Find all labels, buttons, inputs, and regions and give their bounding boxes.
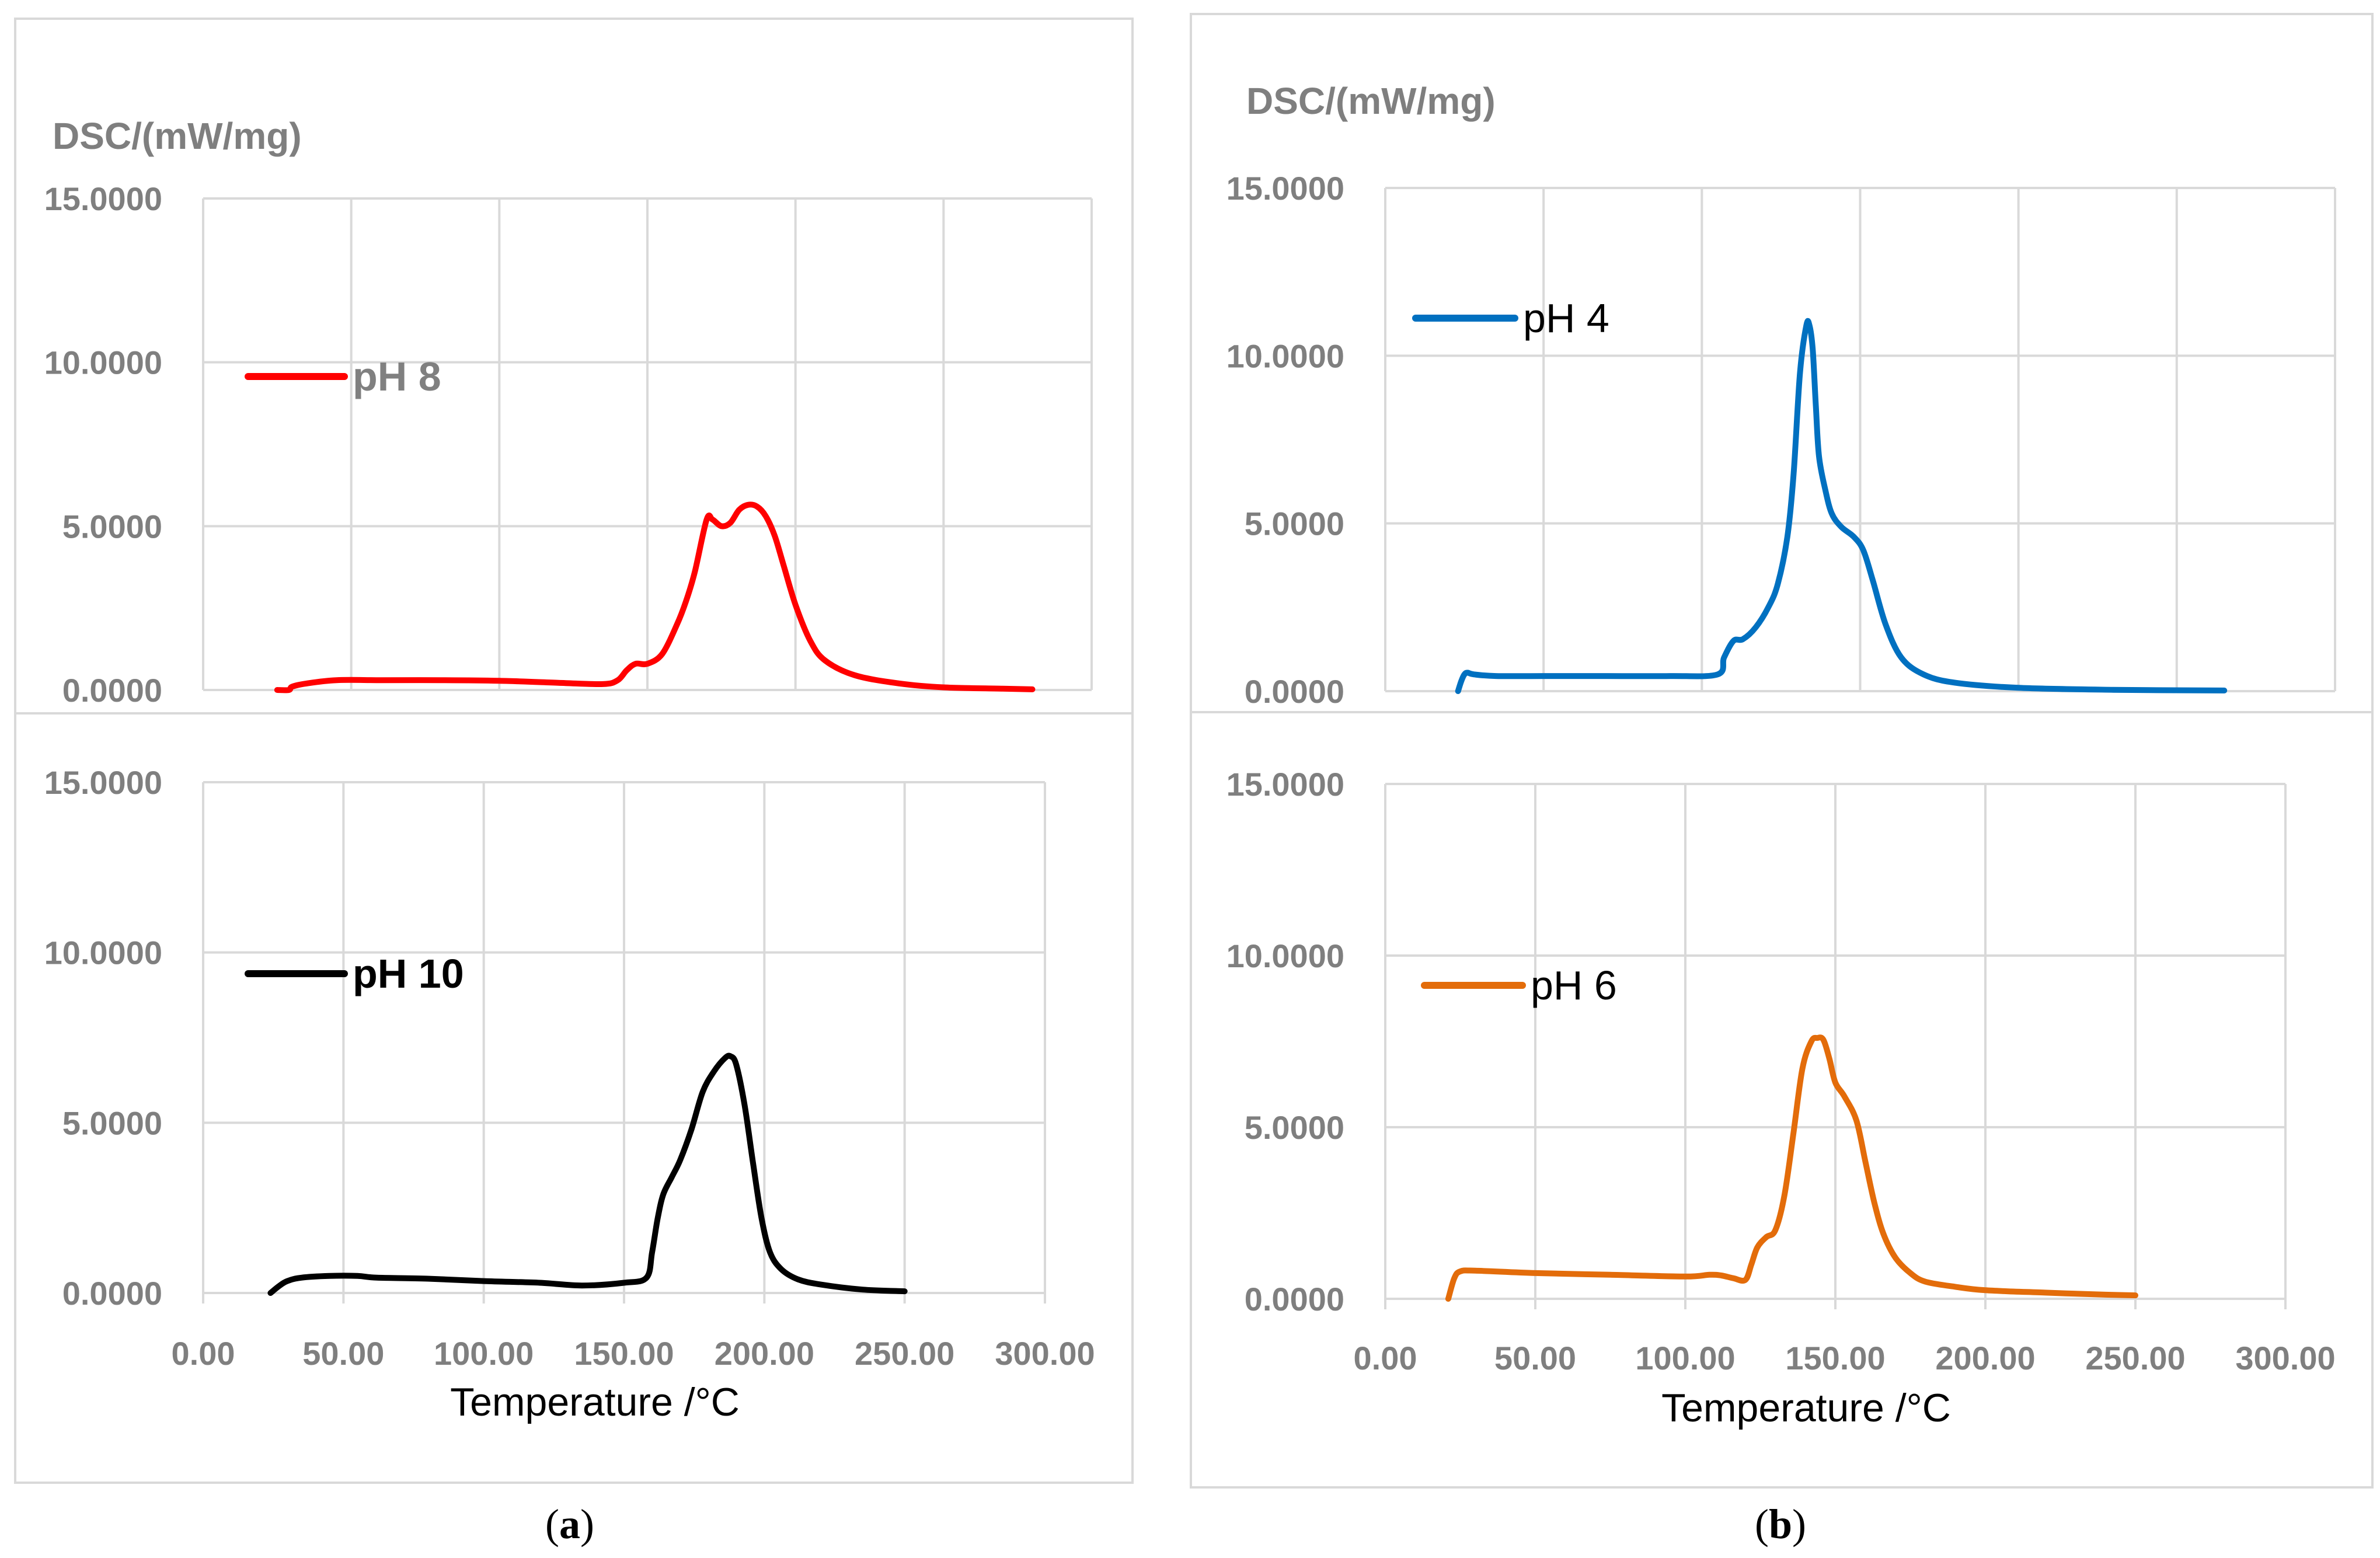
y-axis-label: DSC/(mW/mg): [53, 115, 302, 157]
y-tick-label: 0.0000: [62, 672, 162, 709]
y-tick-label: 5.0000: [1245, 506, 1344, 542]
chart-ph8: 0.0000 5.0000 10.0000 15.0000 DSC/(mW/mg) pH …: [44, 115, 1093, 709]
y-axis-label: DSC/(mW/mg): [1246, 80, 1496, 122]
y-tick-label: 0.0000: [62, 1275, 162, 1312]
series-line-ph6: [1445, 1034, 2138, 1302]
x-tick-label: 100.00: [1635, 1340, 1735, 1376]
chart-ph4: 0.0000 5.0000 10.0000 15.0000 DSC/(mW/mg) pH …: [1226, 80, 2336, 710]
y-tick-label: 0.0000: [1245, 673, 1344, 710]
x-tick-label: 150.00: [1785, 1340, 1885, 1376]
y-tick-label: 10.0000: [1226, 937, 1344, 974]
y-tick-label: 0.0000: [1245, 1281, 1344, 1317]
chart-ph6: 0.0000 5.0000 10.0000 15.0000 0.00 50.00 100.0…: [1226, 766, 2336, 1430]
y-tick-label: 15.0000: [1226, 766, 1344, 803]
x-axis-label: Temperature /°C: [450, 1380, 740, 1424]
caption-a: (a): [545, 1501, 594, 1547]
caption-b: (b): [1755, 1501, 1806, 1547]
y-tick-label: 10.0000: [1226, 337, 1344, 374]
panel-b-top-frame: [1190, 13, 2374, 713]
x-tick-label: 150.00: [574, 1335, 674, 1372]
legend-label-ph6: pH 6: [1531, 963, 1617, 1008]
y-tick-label: 15.0000: [1226, 170, 1344, 207]
y-tick-label: 5.0000: [62, 508, 162, 545]
x-axis-label: Temperature /°C: [1661, 1386, 1951, 1430]
x-tick-label: 100.00: [434, 1335, 534, 1372]
legend-label-ph10: pH 10: [353, 951, 464, 996]
series-line-ph10: [267, 1052, 908, 1296]
chart-ph10: 0.0000 5.0000 10.0000 15.0000 0.00 50.00 100.0…: [44, 764, 1095, 1424]
y-tick-label: 15.0000: [44, 764, 162, 801]
panel-a-top-frame: [14, 18, 1134, 714]
x-tick-label: 0.00: [1354, 1340, 1417, 1376]
y-tick-label: 15.0000: [44, 180, 162, 217]
y-tick-label: 5.0000: [62, 1104, 162, 1141]
y-tick-label: 5.0000: [1245, 1109, 1344, 1146]
x-tick-label: 50.00: [302, 1335, 384, 1372]
x-tick-label: 200.00: [715, 1335, 814, 1372]
x-tick-label: 300.00: [2235, 1340, 2335, 1376]
x-tick-label: 200.00: [1935, 1340, 2035, 1376]
legend-label-ph4: pH 4: [1523, 295, 1609, 341]
y-tick-label: 10.0000: [44, 344, 162, 381]
legend-label-ph8: pH 8: [353, 354, 441, 399]
series-line-ph4: [1455, 318, 2228, 694]
x-tick-label: 250.00: [2085, 1340, 2185, 1376]
x-tick-label: 0.00: [172, 1335, 235, 1372]
x-tick-label: 50.00: [1494, 1340, 1576, 1376]
y-tick-label: 10.0000: [44, 935, 162, 971]
x-tick-label: 250.00: [855, 1335, 954, 1372]
x-tick-label: 300.00: [995, 1335, 1095, 1372]
series-line-ph8: [274, 501, 1036, 693]
